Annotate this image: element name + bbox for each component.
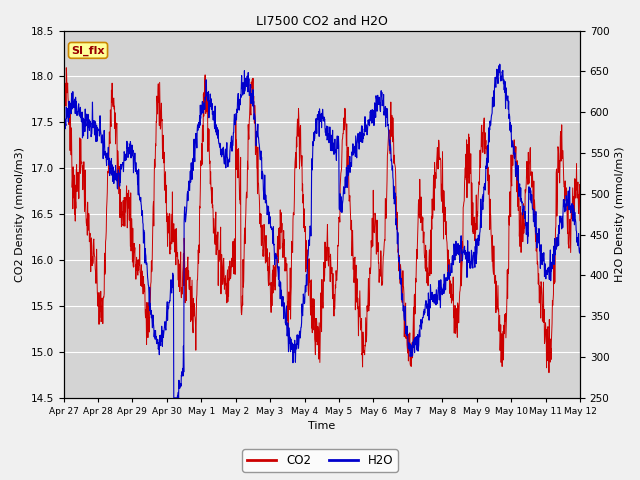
Title: LI7500 CO2 and H2O: LI7500 CO2 and H2O	[256, 15, 388, 28]
Y-axis label: H2O Density (mmol/m3): H2O Density (mmol/m3)	[615, 146, 625, 282]
X-axis label: Time: Time	[308, 421, 335, 432]
Y-axis label: CO2 Density (mmol/m3): CO2 Density (mmol/m3)	[15, 147, 25, 282]
Text: SI_flx: SI_flx	[71, 45, 105, 56]
Legend: CO2, H2O: CO2, H2O	[242, 449, 398, 472]
